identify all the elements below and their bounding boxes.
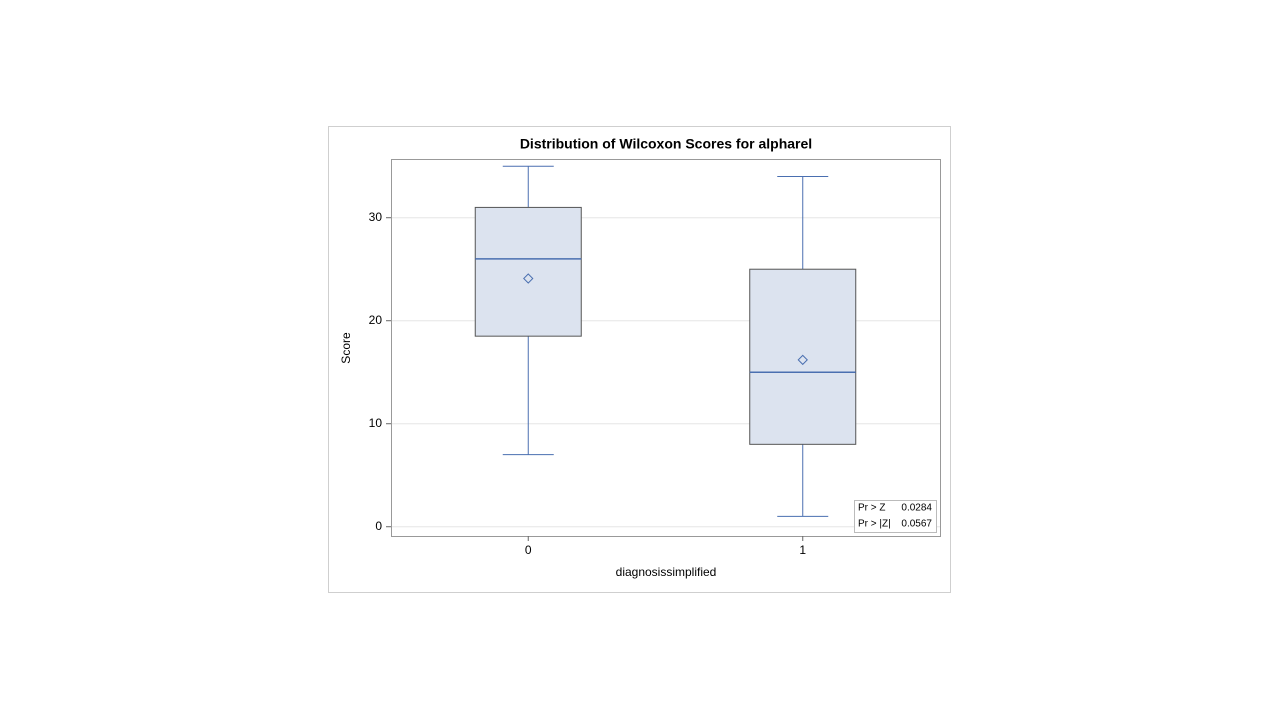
x-axis-label: diagnosissimplified bbox=[616, 565, 717, 579]
stat-value: 0.0567 bbox=[901, 519, 932, 530]
stat-value: 0.0284 bbox=[901, 503, 932, 514]
stat-label: Pr > |Z| bbox=[858, 519, 891, 530]
mean-marker bbox=[797, 354, 808, 366]
y-tick-label: 0 bbox=[375, 519, 382, 533]
y-axis-label: Score bbox=[339, 332, 353, 364]
x-tick-label: 1 bbox=[799, 543, 806, 557]
y-tick-label: 20 bbox=[369, 313, 383, 327]
y-tick-label: 10 bbox=[369, 416, 383, 430]
stat-label: Pr > Z bbox=[858, 503, 886, 514]
box bbox=[474, 206, 582, 337]
plot-area: 0 10 20 30 0 1 Pr > Z 0.0284 Pr > |Z| 0.0567 bbox=[369, 159, 941, 557]
chart-title: Distribution of Wilcoxon Scores for alph… bbox=[520, 136, 812, 152]
box bbox=[749, 268, 857, 445]
y-tick-label: 30 bbox=[369, 210, 383, 224]
mean-marker bbox=[523, 273, 534, 284]
stats-inset bbox=[854, 500, 937, 533]
plot-border bbox=[391, 159, 941, 537]
x-tick-label: 0 bbox=[525, 543, 532, 557]
